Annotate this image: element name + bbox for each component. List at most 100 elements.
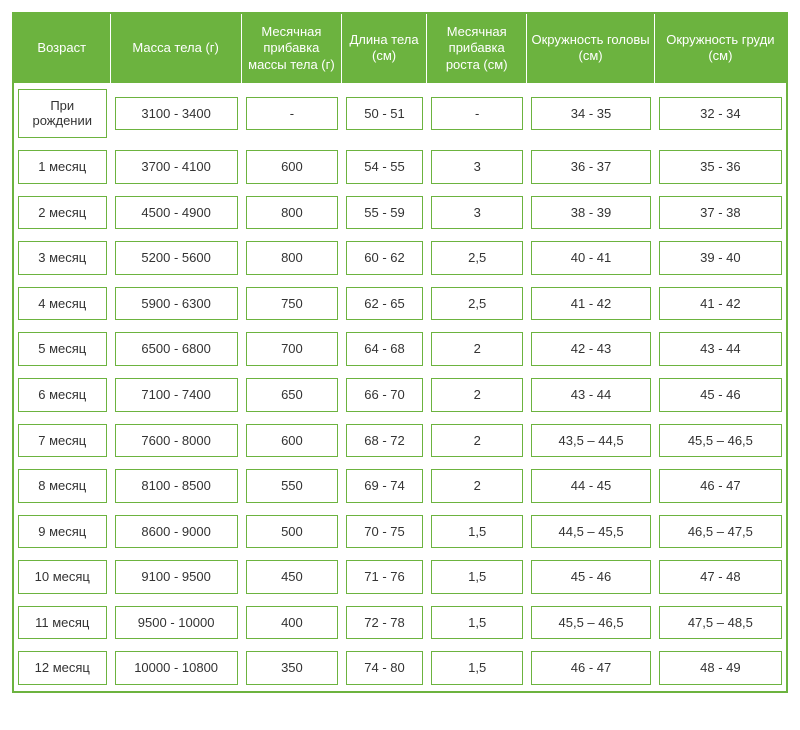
table-row: 1 месяц3700 - 410060054 - 55336 - 3735 -… — [14, 144, 786, 190]
cell-value: 700 — [246, 332, 338, 366]
table-cell: 12 месяц — [14, 645, 111, 691]
table-cell: 5 месяц — [14, 326, 111, 372]
table-cell: 650 — [242, 372, 342, 418]
cell-value: 7100 - 7400 — [115, 378, 238, 412]
table-cell: 7600 - 8000 — [111, 418, 242, 464]
table-cell: 2,5 — [427, 235, 527, 281]
cell-value: 43 - 44 — [659, 332, 782, 366]
cell-value: 60 - 62 — [346, 241, 423, 275]
table-cell: 48 - 49 — [655, 645, 786, 691]
table-cell: 50 - 51 — [342, 83, 427, 144]
cell-value: При рождении — [18, 89, 107, 138]
growth-table-container: Возраст Масса тела (г) Месячная прибавка… — [12, 12, 788, 693]
table-cell: 450 — [242, 554, 342, 600]
table-cell: 7100 - 7400 — [111, 372, 242, 418]
table-cell: 60 - 62 — [342, 235, 427, 281]
cell-value: 46 - 47 — [659, 469, 782, 503]
table-cell: 35 - 36 — [655, 144, 786, 190]
table-cell: 10000 - 10800 — [111, 645, 242, 691]
table-row: 2 месяц4500 - 490080055 - 59338 - 3937 -… — [14, 190, 786, 236]
table-cell: 550 — [242, 463, 342, 509]
cell-value: 35 - 36 — [659, 150, 782, 184]
cell-value: 44 - 45 — [531, 469, 650, 503]
cell-value: 45 - 46 — [531, 560, 650, 594]
table-cell: 9 месяц — [14, 509, 111, 555]
cell-value: 48 - 49 — [659, 651, 782, 685]
cell-value: 550 — [246, 469, 338, 503]
table-cell: 45 - 46 — [527, 554, 654, 600]
table-cell: 1,5 — [427, 645, 527, 691]
table-row: 12 месяц10000 - 1080035074 - 801,546 - 4… — [14, 645, 786, 691]
table-row: 10 месяц9100 - 950045071 - 761,545 - 464… — [14, 554, 786, 600]
table-header: Возраст Масса тела (г) Месячная прибавка… — [14, 14, 786, 83]
cell-value: 66 - 70 — [346, 378, 423, 412]
table-cell: 1 месяц — [14, 144, 111, 190]
cell-value: 43 - 44 — [531, 378, 650, 412]
cell-value: 500 — [246, 515, 338, 549]
table-cell: 66 - 70 — [342, 372, 427, 418]
cell-value: 64 - 68 — [346, 332, 423, 366]
cell-value: 71 - 76 — [346, 560, 423, 594]
cell-value: 800 — [246, 196, 338, 230]
cell-value: 1,5 — [431, 560, 523, 594]
col-mass: Масса тела (г) — [111, 14, 242, 83]
table-cell: 9500 - 10000 — [111, 600, 242, 646]
table-cell: 8 месяц — [14, 463, 111, 509]
table-cell: 3100 - 3400 — [111, 83, 242, 144]
cell-value: 46,5 – 47,5 — [659, 515, 782, 549]
table-cell: 32 - 34 — [655, 83, 786, 144]
table-cell: 70 - 75 — [342, 509, 427, 555]
table-cell: 46 - 47 — [527, 645, 654, 691]
cell-value: 3 месяц — [18, 241, 107, 275]
table-cell: 1,5 — [427, 600, 527, 646]
table-cell: 68 - 72 — [342, 418, 427, 464]
cell-value: 3 — [431, 196, 523, 230]
table-cell: 7 месяц — [14, 418, 111, 464]
cell-value: 5900 - 6300 — [115, 287, 238, 321]
col-mass-gain: Месячная прибавка массы тела (г) — [242, 14, 342, 83]
cell-value: 6500 - 6800 — [115, 332, 238, 366]
cell-value: 70 - 75 — [346, 515, 423, 549]
cell-value: 1,5 — [431, 606, 523, 640]
cell-value: 5200 - 5600 — [115, 241, 238, 275]
table-cell: 38 - 39 — [527, 190, 654, 236]
table-cell: 44 - 45 — [527, 463, 654, 509]
cell-value: 9 месяц — [18, 515, 107, 549]
table-body: При рождении3100 - 3400-50 - 51-34 - 353… — [14, 83, 786, 691]
table-cell: 42 - 43 — [527, 326, 654, 372]
cell-value: 68 - 72 — [346, 424, 423, 458]
cell-value: 38 - 39 — [531, 196, 650, 230]
table-cell: 46,5 – 47,5 — [655, 509, 786, 555]
cell-value: 62 - 65 — [346, 287, 423, 321]
table-cell: 11 месяц — [14, 600, 111, 646]
cell-value: 34 - 35 — [531, 97, 650, 131]
cell-value: 69 - 74 — [346, 469, 423, 503]
table-cell: 36 - 37 — [527, 144, 654, 190]
cell-value: 5 месяц — [18, 332, 107, 366]
table-cell: 41 - 42 — [655, 281, 786, 327]
cell-value: 3700 - 4100 — [115, 150, 238, 184]
table-cell: 72 - 78 — [342, 600, 427, 646]
cell-value: 44,5 – 45,5 — [531, 515, 650, 549]
table-cell: 2 — [427, 326, 527, 372]
cell-value: 600 — [246, 424, 338, 458]
cell-value: 650 — [246, 378, 338, 412]
table-row: 6 месяц7100 - 740065066 - 70243 - 4445 -… — [14, 372, 786, 418]
table-cell: 4 месяц — [14, 281, 111, 327]
table-cell: 400 — [242, 600, 342, 646]
cell-value: 10000 - 10800 — [115, 651, 238, 685]
cell-value: 3 — [431, 150, 523, 184]
col-chest: Окружность груди (см) — [655, 14, 786, 83]
cell-value: 41 - 42 — [531, 287, 650, 321]
table-cell: 1,5 — [427, 509, 527, 555]
table-cell: 55 - 59 — [342, 190, 427, 236]
cell-value: - — [246, 97, 338, 131]
table-cell: 3 месяц — [14, 235, 111, 281]
cell-value: 41 - 42 — [659, 287, 782, 321]
table-cell: 500 — [242, 509, 342, 555]
cell-value: 72 - 78 — [346, 606, 423, 640]
col-age: Возраст — [14, 14, 111, 83]
cell-value: 8 месяц — [18, 469, 107, 503]
table-row: 8 месяц8100 - 850055069 - 74244 - 4546 -… — [14, 463, 786, 509]
table-cell: 750 — [242, 281, 342, 327]
